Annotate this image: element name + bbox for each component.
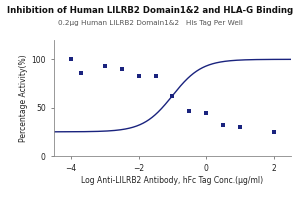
Point (119, 67, 124, 71)
Point (204, 111, 209, 114)
Point (136, 74, 141, 77)
Point (102, 64, 107, 68)
Text: Inhibition of Human LILRB2 Domain1&2 and HLA-G Binding: Inhibition of Human LILRB2 Domain1&2 and… (7, 6, 293, 15)
Point (79, 71, 83, 74)
Y-axis label: Percentage Activity(%): Percentage Activity(%) (20, 54, 28, 142)
Point (187, 109, 192, 112)
Point (272, 130, 277, 133)
Point (68, 58, 73, 61)
Text: 0.2μg Human LILRB2 Domain1&2   His Tag Per Well: 0.2μg Human LILRB2 Domain1&2 His Tag Per… (58, 20, 242, 26)
X-axis label: Log Anti-LILRB2 Antibody, hFc Tag Conc.(μg/ml): Log Anti-LILRB2 Antibody, hFc Tag Conc.(… (81, 176, 264, 185)
Point (170, 94, 175, 98)
Point (238, 125, 243, 129)
Point (153, 74, 158, 77)
Point (221, 123, 226, 127)
